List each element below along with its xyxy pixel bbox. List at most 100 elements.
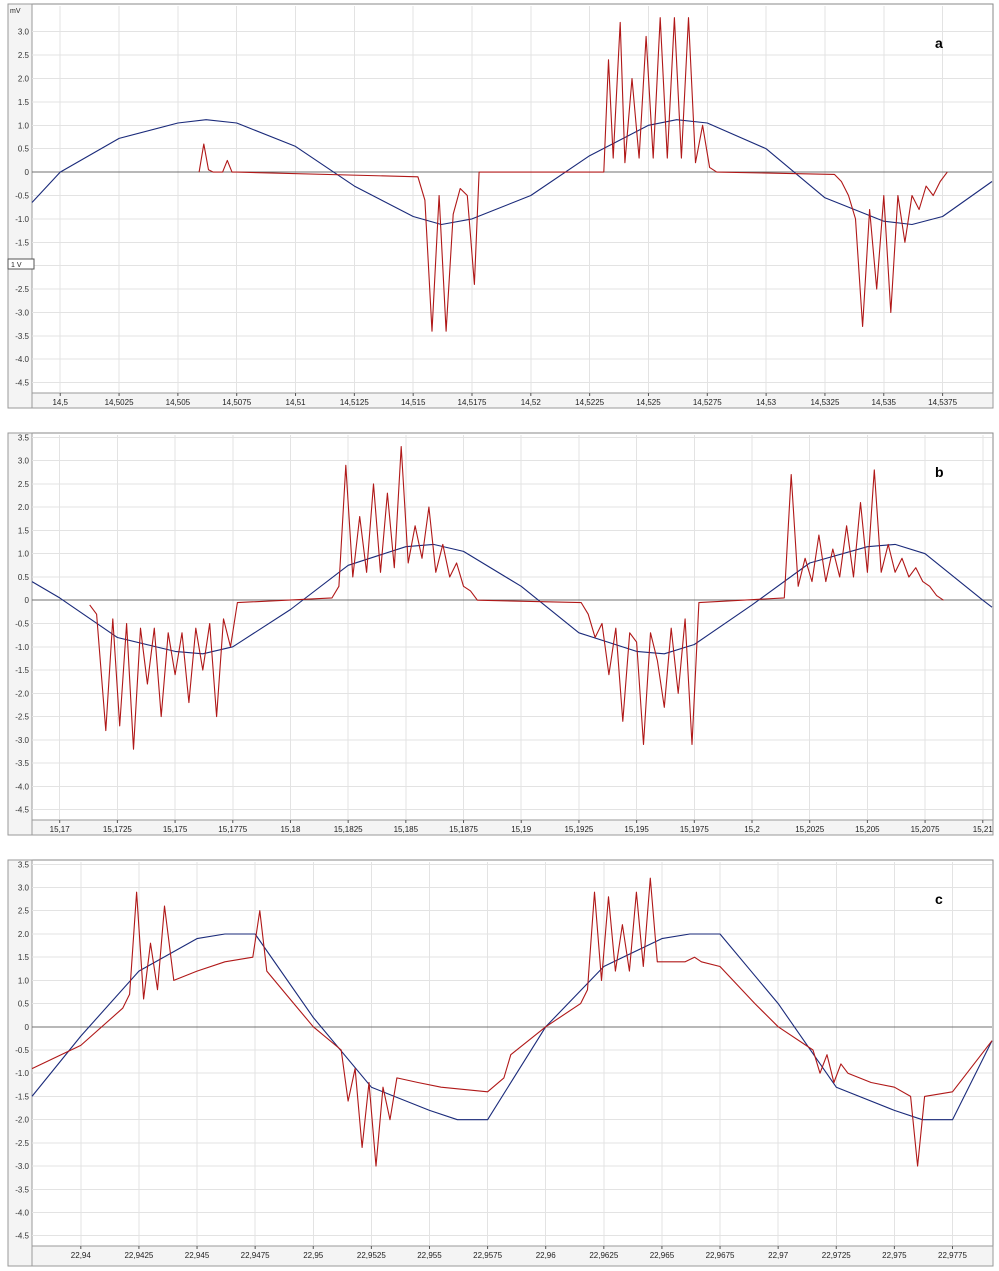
y-tick-label: 3.5 [18, 433, 30, 442]
series-line-voltage [31, 933, 993, 1121]
y-tick-label: -3.0 [15, 308, 29, 317]
y-tick-label: -1.5 [15, 1092, 29, 1101]
x-tick-label: 22,94 [71, 1251, 92, 1260]
x-tick-label: 14,51 [286, 398, 307, 407]
y-tick-label: 2.5 [18, 51, 30, 60]
x-tick-label: 15,1875 [449, 825, 478, 834]
y-tick-label: -0.5 [15, 1046, 29, 1055]
x-tick-label: 14,5075 [222, 398, 251, 407]
x-tick-label: 22,975 [882, 1251, 907, 1260]
y-tick-label: -3.5 [15, 1185, 29, 1194]
y-tick-label: -4.5 [15, 806, 29, 815]
y-unit-label: mV [10, 8, 21, 15]
y-tick-label: -2.5 [15, 1139, 29, 1148]
x-tick-label: 15,1925 [564, 825, 593, 834]
y-tick-label: 1.0 [18, 976, 30, 985]
y-tick-label: -0.5 [15, 620, 29, 629]
x-tick-label: 22,945 [185, 1251, 210, 1260]
y-tick-label: 1.5 [18, 526, 30, 535]
panel-letter: b [935, 464, 944, 480]
x-tick-label: 14,5375 [928, 398, 957, 407]
x-axis-strip [31, 1245, 994, 1267]
x-tick-label: 15,205 [855, 825, 880, 834]
y-tick-label: 2.0 [18, 503, 30, 512]
y-tick-label: 1.5 [18, 953, 30, 962]
y-tick-label: 0.5 [18, 1000, 30, 1009]
y-tick-label: -1.5 [15, 238, 29, 247]
x-tick-label: 22,9475 [241, 1251, 270, 1260]
x-tick-label: 14,535 [872, 398, 897, 407]
y-tick-label: 0 [25, 1023, 30, 1032]
y-tick-label: -1.0 [15, 215, 29, 224]
x-tick-label: 22,95 [303, 1251, 324, 1260]
series-line-pd [198, 17, 948, 332]
panel-letter: c [935, 891, 943, 907]
x-tick-label: 15,1725 [103, 825, 132, 834]
x-tick-label: 15,2 [744, 825, 760, 834]
x-tick-label: 14,525 [636, 398, 661, 407]
x-tick-label: 14,5225 [575, 398, 604, 407]
x-tick-label: 14,515 [401, 398, 426, 407]
x-tick-label: 22,9525 [357, 1251, 386, 1260]
y-tick-label: 0 [25, 596, 30, 605]
channel-marker[interactable] [7, 258, 35, 270]
y-tick-label: 3.0 [18, 884, 30, 893]
y-tick-label: -4.0 [15, 782, 29, 791]
panel-frame [7, 432, 994, 836]
chart-panel-a: 3.02.52.01.51.00.50-0.5-1.0-1.5-2.0-2.5-… [7, 3, 994, 409]
x-tick-label: 15,185 [394, 825, 419, 834]
series-line-pd [89, 446, 944, 750]
y-tick-label: 2.5 [18, 907, 30, 916]
x-tick-label: 22,9725 [822, 1251, 851, 1260]
x-tick-label: 15,1975 [680, 825, 709, 834]
y-tick-label: -2.5 [15, 285, 29, 294]
y-tick-label: -3.0 [15, 1162, 29, 1171]
x-tick-label: 15,1775 [218, 825, 247, 834]
x-tick-label: 14,5175 [458, 398, 487, 407]
x-tick-label: 22,965 [650, 1251, 675, 1260]
y-tick-label: 2.0 [18, 930, 30, 939]
y-tick-label: 1.0 [18, 550, 30, 559]
y-tick-label: 2.0 [18, 75, 30, 84]
x-axis-strip [31, 819, 994, 836]
x-tick-label: 15,2025 [795, 825, 824, 834]
y-axis-strip [7, 859, 33, 1267]
x-tick-label: 14,505 [166, 398, 191, 407]
y-tick-label: 3.5 [18, 860, 30, 869]
x-tick-label: 14,5025 [105, 398, 134, 407]
x-tick-label: 22,96 [536, 1251, 557, 1260]
x-tick-label: 15,19 [511, 825, 532, 834]
y-tick-label: -0.5 [15, 191, 29, 200]
x-tick-label: 15,17 [50, 825, 71, 834]
y-tick-label: -1.0 [15, 643, 29, 652]
y-tick-label: -4.5 [15, 1232, 29, 1241]
y-tick-label: 2.5 [18, 480, 30, 489]
y-tick-label: -3.5 [15, 759, 29, 768]
y-tick-label: -2.0 [15, 689, 29, 698]
y-tick-label: -2.0 [15, 1116, 29, 1125]
series-line-pd [31, 877, 993, 1167]
x-tick-label: 22,97 [768, 1251, 789, 1260]
y-tick-label: -3.0 [15, 736, 29, 745]
y-tick-label: 1.0 [18, 121, 30, 130]
x-tick-label: 14,5 [52, 398, 68, 407]
x-tick-label: 22,9625 [589, 1251, 618, 1260]
y-tick-label: 3.0 [18, 28, 30, 37]
x-tick-label: 14,52 [521, 398, 542, 407]
y-tick-label: -1.5 [15, 666, 29, 675]
y-tick-label: -4.5 [15, 379, 29, 388]
x-tick-label: 22,9575 [473, 1251, 502, 1260]
channel-label: 1 V [11, 262, 22, 269]
panel-frame [7, 3, 994, 409]
x-tick-label: 15,21 [973, 825, 994, 834]
y-tick-label: 0 [25, 168, 30, 177]
panel-frame [7, 859, 994, 1267]
y-tick-label: 0.5 [18, 573, 30, 582]
y-tick-label: -4.0 [15, 1209, 29, 1218]
x-tick-label: 15,2075 [911, 825, 940, 834]
series-line-voltage [31, 119, 993, 226]
chart-panel-c: 3.5 3.0 2.5 2.0 1.5 1.0 0.5 0 -0.5 -1.0 -1.5 -2.0 -2… [7, 859, 994, 1267]
x-tick-label: 22,9775 [938, 1251, 967, 1260]
panel-letter: a [935, 35, 943, 51]
